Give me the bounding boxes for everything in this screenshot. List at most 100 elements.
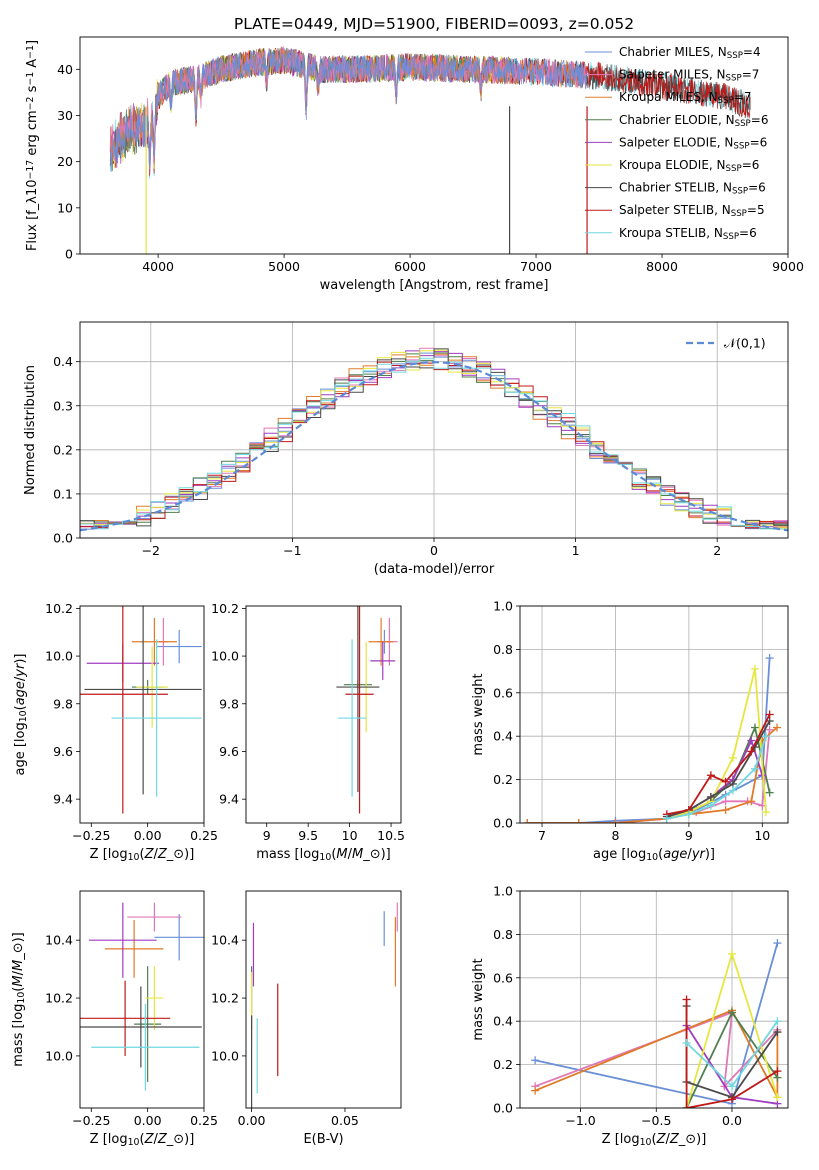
x-tick-label: 0.00 [134,1113,162,1128]
label-text: Salpeter STELIB, N [619,203,731,217]
math-text: _λ [25,196,40,212]
plot-area [109,46,751,254]
label-text: )] [696,1132,706,1147]
label-text: Salpeter MILES, N [619,68,726,82]
legend-entry-K_ELODIE: Kroupa ELODIE, NSSP=6 [619,158,759,174]
label-text: ( [651,1132,656,1147]
axes-frame [245,890,402,1109]
subscript: SSP [723,232,739,242]
y-axis-label: Normed distribution [23,365,38,495]
label-text: =4 [743,45,761,59]
y-tick-label: 10.2 [211,991,239,1006]
y-tick-label: 0.4 [53,354,73,369]
math-text: , [749,336,753,351]
y-tick-label: 0.4 [493,729,513,744]
math-text: / [13,676,28,681]
y-tick-label: 0.0 [493,816,513,831]
math-text: age [13,681,28,705]
y-tick-label: 9.6 [219,744,239,759]
subscript: 10 [319,852,331,863]
axes-frame [79,890,205,1109]
math-text: 𝒩 [724,336,739,351]
label-text: =6 [739,226,757,240]
axes-age_vs_Z: −0.25 0.00 0.259.49.69.810.010.2Z [log10(Z… [13,601,218,863]
y-tick-label: 0.6 [493,685,513,700]
axes-frame [79,605,205,824]
x-tick-label: −0.5 [641,1113,671,1128]
y-tick-label: 40 [57,62,73,77]
y-tick-label: 0.8 [493,642,513,657]
y-axis-label: Flux [f_λ10−17 erg cm−2 s−1 A−1] [25,40,40,251]
y-tick-label: 9.4 [53,792,73,807]
label-text: mass weight [471,673,486,755]
weight-line-C_MILES [527,658,771,823]
label-text: ] [25,40,40,45]
label-text: ( [139,847,144,862]
label-text: =6 [750,135,768,149]
subscript: SSP [726,74,742,84]
label-text: Z [log [90,1132,128,1147]
label-text: )] [11,932,26,942]
axes-residuals: −2 −1 0 1 20.00.10.20.30.4(data-model)/error… [23,321,789,577]
y-axis-label: mass [log10(M/M_⊙)] [11,932,27,1067]
y-tick-label: 10 [57,200,73,215]
y-tick-label: 10.2 [211,601,239,616]
y-tick-label: 9.8 [53,696,73,711]
y-axis-label: age [log10(age/yr)] [13,653,29,775]
math-text: / [348,847,353,862]
subscript: SSP [727,51,743,61]
y-tick-label: 10.2 [45,601,73,616]
x-axis-label: (data-model)/error [374,562,495,577]
label-text: Chabrier ELODIE, N [619,113,735,127]
subscript: 10 [16,992,27,1004]
subscript: 10 [646,852,658,863]
label-text: )] [13,653,28,663]
math-text: 1 [753,336,761,351]
axes-frame [245,605,402,824]
y-axis-label: mass weight [471,958,486,1040]
math-text: Z_⊙ [157,847,184,862]
superscript: −17 [25,160,36,180]
math-text: Z [144,1132,155,1147]
math-text: Z_⊙ [669,1132,696,1147]
x-tick-label: 0.25 [190,1113,218,1128]
y-tick-label: 10.0 [211,649,239,664]
math-text: M_⊙ [11,942,26,971]
y-tick-label: 0.2 [493,1057,513,1072]
y-tick-label: 0.3 [53,398,73,413]
subscript: SSP [735,119,751,129]
weight-line-K_STELIB [666,735,767,820]
x-tick-label: −0.25 [72,1113,110,1128]
legend-entry-K_STELIB: Kroupa STELIB, NSSP=6 [619,226,757,242]
x-tick-label: 2 [713,543,721,558]
math-text: 0 [741,336,749,351]
x-tick-label: 7 [538,828,546,843]
y-tick-label: 0.2 [493,772,513,787]
x-tick-label: 8 [611,828,619,843]
label-text: ( [139,1132,144,1147]
math-text: M_⊙ [352,847,381,862]
x-tick-label: 10 [754,828,770,843]
math-text: age [663,847,687,862]
x-tick-label: 10.5 [377,828,405,843]
axes-weight_vs_Z: −1.0 −0.5 0.0 0.0 0.2 0.4 0.6 0.8 1.0 Z [log10(Z/… [471,884,789,1148]
plot-area [251,902,398,1108]
normal-reference-curve [80,360,788,532]
label-text: s [25,85,40,96]
math-text: / [153,1132,158,1147]
x-tick-label: 8000 [646,259,678,274]
weight-line-S_STELIB [666,714,771,816]
plot-area [531,939,782,1108]
x-tick-label: 7000 [520,259,552,274]
label-text: )] [705,847,715,862]
plot-area [80,902,204,1091]
x-tick-label: 9 [263,828,271,843]
math-text: Z [656,1132,667,1147]
x-tick-label: 0.00 [134,828,162,843]
label-text: wavelength [Angstrom, rest frame] [320,278,549,293]
x-tick-label: −0.25 [72,828,110,843]
legend-entry-K_MILES: Kroupa MILES, NSSP=7 [619,90,752,106]
label-text: =6 [742,158,760,172]
